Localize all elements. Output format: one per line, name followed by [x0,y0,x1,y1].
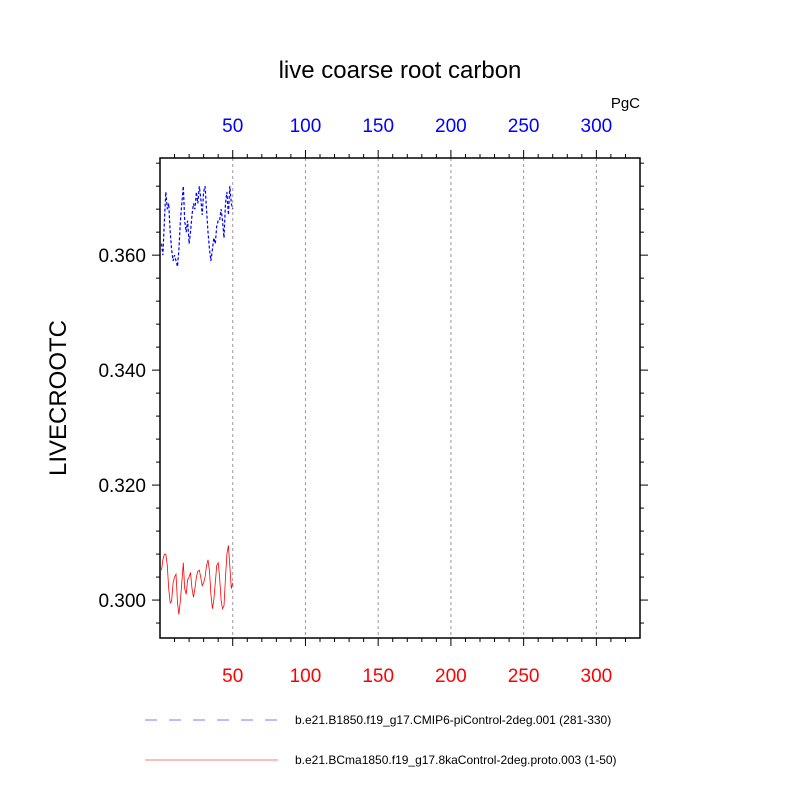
x-bottom-tick-label: 200 [435,666,467,687]
x-bottom-tick-label: 300 [581,666,613,687]
y-axis-label: LIVECROOTC [45,320,72,476]
legend-label: b.e21.BCma1850.f19_g17.8kaControl-2deg.p… [295,753,617,767]
x-bottom-tick-label: 100 [290,666,322,687]
x-bottom-tick-label: 50 [222,666,243,687]
chart-title: live coarse root carbon [279,57,522,84]
series-line-1 [161,545,234,615]
y-tick-label: 0.360 [98,246,146,267]
x-top-tick-label: 300 [581,116,613,137]
x-top-tick-label: 250 [508,116,540,137]
units-label: PgC [611,95,640,112]
plot-frame [159,157,641,639]
x-bottom-tick-label: 250 [508,666,540,687]
x-top-tick-label: 150 [362,116,394,137]
y-tick-label: 0.300 [98,591,146,612]
series-line-0 [160,186,234,267]
x-top-tick-label: 50 [222,116,243,137]
y-tick-label: 0.320 [98,476,146,497]
x-bottom-tick-label: 150 [362,666,394,687]
y-tick-label: 0.340 [98,361,146,382]
x-top-tick-label: 100 [290,116,322,137]
x-top-tick-label: 200 [435,116,467,137]
legend-label: b.e21.B1850.f19_g17.CMIP6-piControl-2deg… [295,713,611,727]
